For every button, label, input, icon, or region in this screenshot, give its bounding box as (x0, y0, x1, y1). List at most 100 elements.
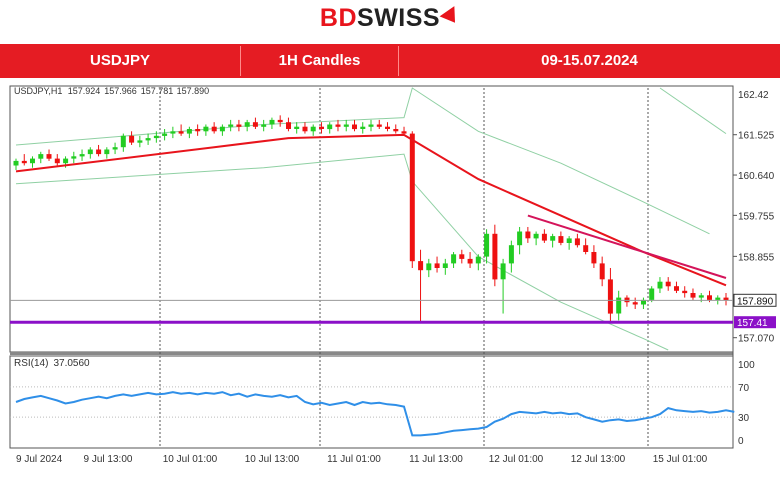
candle-body (393, 129, 399, 132)
symbol-label: USDJPY (89, 52, 151, 69)
candle-body (566, 238, 572, 243)
candle-body (38, 154, 44, 159)
candle-body (335, 124, 341, 127)
moving-average-line (15, 133, 727, 287)
candle-body (54, 158, 60, 164)
indicator-lines (10, 133, 733, 324)
candle-body (674, 286, 679, 291)
candle-body (96, 149, 102, 155)
ohlc-low: 157.781 (141, 86, 174, 96)
candle-body (104, 149, 110, 155)
ohlc-close: 157.890 (177, 86, 210, 96)
panel-divider (10, 352, 733, 355)
candle-body (657, 281, 663, 289)
brand-mark-icon (439, 6, 463, 28)
candle-body (211, 126, 217, 132)
rsi-panel-frame (9, 355, 734, 449)
candle-body (591, 252, 597, 264)
candle-body (533, 233, 539, 239)
candle-body (327, 124, 333, 130)
axis-labels: 161.525 160.640 159.755 158.855 157.070 162.4… (16, 90, 777, 465)
candle-body (558, 236, 564, 243)
y-tick-label: 159.755 (738, 211, 775, 222)
rsi-title: RSI(14) (14, 358, 48, 369)
brand-logo-part2: SWISS (357, 4, 441, 32)
chart-title: USDJPY,H1 (14, 86, 62, 96)
candle-body (517, 231, 523, 246)
candle-body (277, 119, 283, 123)
support-tag (734, 316, 776, 329)
candle-body (21, 160, 27, 164)
candle-body (195, 129, 201, 132)
candle-body (467, 258, 473, 264)
bollinger-lower-line (15, 153, 669, 351)
candle-body (46, 154, 52, 159)
candle-body (244, 122, 250, 127)
candle-body (541, 233, 547, 241)
x-tick-label: 10 Jul 01:00 (163, 454, 218, 465)
last-price-tag (733, 293, 777, 307)
candle-body (129, 135, 135, 143)
y-tick-label: 161.525 (738, 131, 775, 142)
x-tick-label: 12 Jul 13:00 (571, 454, 626, 465)
candle-body (360, 126, 366, 129)
chart-area: 161.525 160.640 159.755 158.855 157.070 162.4… (0, 80, 780, 492)
header-banner: USDJPY 1H Candles 09-15.07.2024 (0, 44, 780, 78)
candle-body (500, 263, 506, 280)
candle-body (137, 140, 143, 143)
candle-body (30, 158, 35, 164)
rsi-series (10, 386, 735, 437)
candle-body (599, 263, 605, 280)
y-tick-label: 158.855 (738, 252, 775, 263)
candle-body (286, 122, 291, 129)
period-label: 09-15.07.2024 (541, 52, 638, 69)
candle-body (401, 131, 407, 134)
candle-body (203, 126, 209, 132)
x-tick-label: 15 Jul 01:00 (653, 454, 708, 465)
candle-body (451, 254, 457, 264)
y-tick-label: 157.070 (738, 334, 775, 345)
candle-body (186, 129, 192, 134)
candle-body (583, 245, 589, 252)
candle-body (261, 124, 267, 127)
candle-body (368, 124, 374, 127)
chart-title-readout: USDJPY,H1 157.924 157.966 157.781 157.890 (14, 86, 209, 96)
candle-body (682, 290, 688, 294)
candle-body (409, 133, 415, 262)
rsi-title-readout: RSI(14) 37.0560 (14, 358, 90, 369)
candle-body (649, 288, 655, 300)
rsi-line (15, 391, 735, 437)
candle-body (310, 126, 316, 132)
candles (13, 115, 729, 323)
banner-divider (240, 46, 241, 76)
candle-body (426, 263, 432, 271)
candle-body (607, 279, 613, 314)
candle-body (319, 126, 324, 129)
candle-body (252, 122, 258, 127)
candle-body (616, 297, 622, 314)
candle-body (442, 263, 448, 268)
candle-body (632, 302, 638, 305)
banner-divider (398, 46, 399, 76)
candle-body (550, 236, 556, 241)
candle-body (302, 126, 308, 132)
candle-body (418, 261, 424, 271)
trendline (527, 214, 727, 279)
candle-body (112, 147, 118, 150)
candle-body (574, 238, 580, 246)
candle-body (723, 297, 729, 301)
candle-body (641, 299, 646, 305)
y-tick-label: 160.640 (738, 171, 775, 182)
candle-body (178, 131, 184, 134)
candle-body (508, 245, 514, 264)
candle-body (484, 233, 490, 257)
candle-body (698, 295, 704, 298)
candle-body (219, 126, 225, 132)
rsi-tick-label: 70 (738, 383, 750, 394)
candle-body (162, 133, 168, 136)
candle-body (715, 297, 721, 300)
timeframe-label: 1H Candles (278, 52, 361, 69)
brand-logo: BDSWISS (0, 4, 780, 34)
candle-body (13, 160, 19, 166)
candle-body (145, 138, 151, 141)
